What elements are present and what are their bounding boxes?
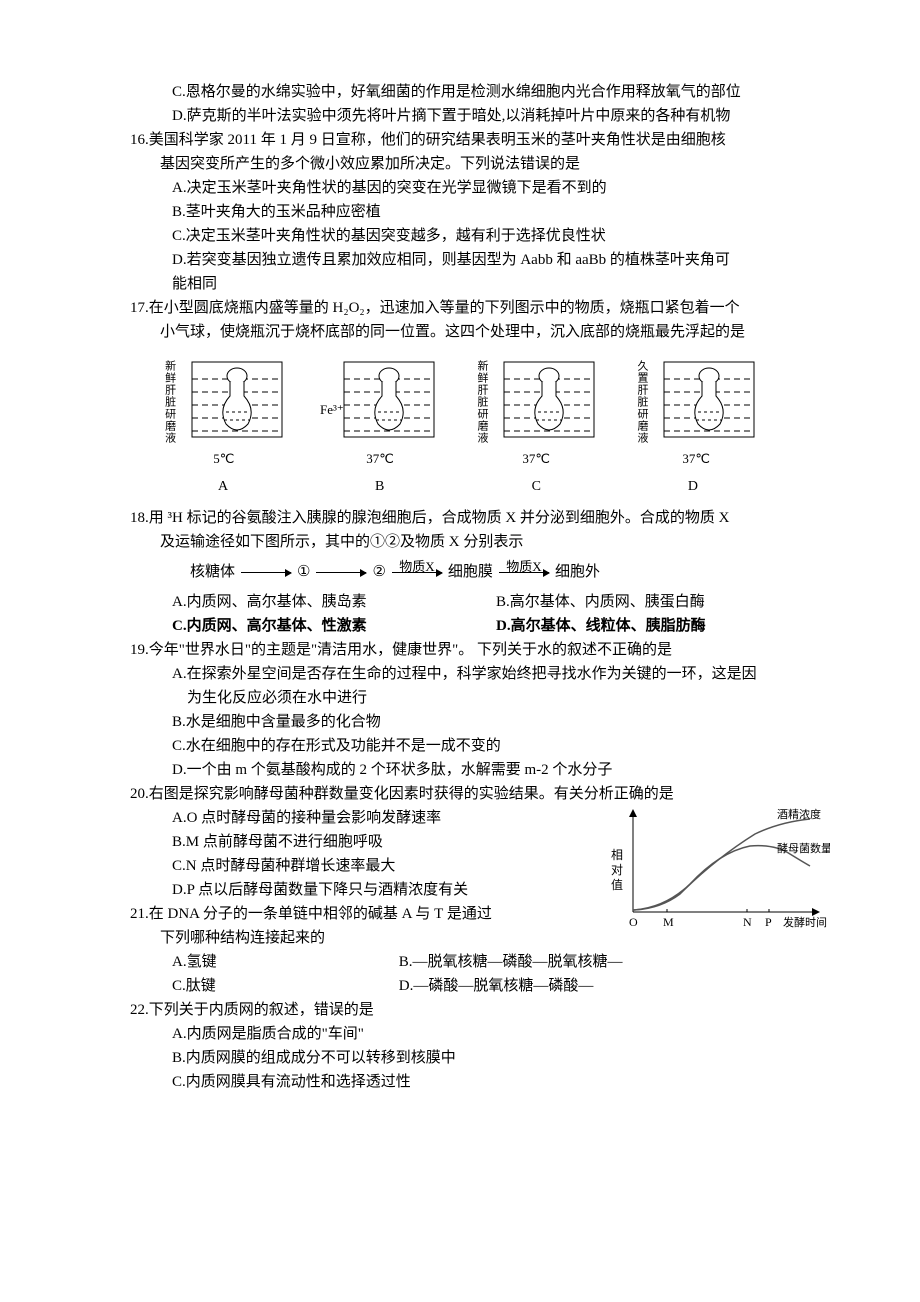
q17-d-side-label: 久置肝脏研磨液 [632, 360, 650, 444]
q21-opts-row2: C.肽键 D.—磷酸—脱氧核糖—磷酸— [130, 974, 820, 998]
q16-opt-d-line2: 能相同 [130, 272, 820, 296]
arrow-icon: 物质X [392, 572, 442, 573]
q15-opt-d: D.萨克斯的半叶法实验中须先将叶片摘下置于暗处,以消耗掉叶片中原来的各种有机物 [130, 104, 820, 128]
q17-letter-c: C [471, 476, 601, 498]
q20-curve2-label: 酵母菌数量 [777, 842, 830, 855]
q15-opt-c: C.恩格尔曼的水绵实验中，好氧细菌的作用是检测水绵细胞内光合作用释放氧气的部位 [130, 80, 820, 104]
q22-stem: 22.下列关于内质网的叙述，错误的是 [130, 998, 820, 1022]
q19-opt-d: D.一个由 m 个氨基酸构成的 2 个环状多肽，水解需要 m-2 个水分子 [130, 758, 820, 782]
q18-arrow-label2: 物质X [499, 557, 549, 578]
q21-opt-a: A.氢键 [172, 950, 399, 974]
q22-opt-b: B.内质网膜的组成成分不可以转移到核膜中 [130, 1046, 820, 1070]
flask-svg-c [490, 354, 600, 449]
q20-tick-n: N [743, 915, 752, 929]
q20-tick-o: O [629, 915, 638, 929]
q18-node1: 核糖体 [190, 560, 235, 584]
q17-letter-a: A [158, 476, 288, 498]
arrow-icon [316, 572, 366, 573]
q17-stem-line2: 小气球，使烧瓶沉于烧杯底部的同一位置。这四个处理中，沉入底部的烧瓶最先浮起的是 [130, 320, 820, 344]
q16-opt-a: A.决定玉米茎叶夹角性状的基因的突变在光学显微镜下是看不到的 [130, 176, 820, 200]
q20-graph: 酒精浓度 酵母菌数量 相 对 值 O M N P 发酵时间 [605, 804, 830, 934]
q22-opt-c: C.内质网膜具有流动性和选择透过性 [130, 1070, 820, 1094]
q18-node4: 细胞膜 [448, 560, 493, 584]
q17-d-temp: 37℃ [682, 449, 710, 470]
q18-arrow-diagram: 核糖体 ① ② 物质X 细胞膜 物质X 细胞外 [130, 560, 820, 584]
q18-opts-row2: C.内质网、高尔基体、性激素 D.高尔基体、线粒体、胰脂肪酶 [130, 614, 820, 638]
q20-curve1-label: 酒精浓度 [777, 807, 821, 821]
q20-ylabel-1: 相 [611, 848, 623, 862]
q20-tick-m: M [663, 915, 674, 929]
q20-ylabel-2: 对 [611, 863, 623, 877]
q17-b-temp: 37℃ [366, 449, 394, 470]
q17-diagram-row: 新鲜肝脏研磨液 5℃ [160, 354, 760, 470]
q17-c-temp: 37℃ [522, 449, 550, 470]
q20-xlabel: 发酵时间 [783, 915, 827, 929]
q21-opt-c: C.肽键 [172, 974, 399, 998]
flask-svg-d [650, 354, 760, 449]
q21-opt-b: B.—脱氧核糖—磷酸—脱氧核糖— [399, 950, 723, 974]
q20-ylabel-3: 值 [611, 877, 623, 892]
flask-svg-a [178, 354, 288, 449]
q18-opt-d: D.高尔基体、线粒体、胰脂肪酶 [496, 614, 820, 638]
q18-stem-line2: 及运输途径如下图所示，其中的①②及物质 X 分别表示 [130, 530, 820, 554]
flask-svg-b: Fe³⁺ [320, 354, 440, 449]
q18-opt-c: C.内质网、高尔基体、性激素 [172, 614, 496, 638]
q19-stem: 19.今年"世界水日"的主题是"清洁用水，健康世界"。 下列关于水的叙述不正确的… [130, 638, 820, 662]
q18-opt-b: B.高尔基体、内质网、胰蛋白酶 [496, 590, 820, 614]
q17-a-side-label: 新鲜肝脏研磨液 [160, 360, 178, 444]
arrow-icon [241, 572, 291, 573]
q16-stem-line2: 基因突变所产生的多个微小效应累加所决定。下列说法错误的是 [130, 152, 820, 176]
q21-opt-d: D.—磷酸—脱氧核糖—磷酸— [399, 974, 723, 998]
q17-diagram-c: 新鲜肝脏研磨液 37℃ [472, 354, 600, 470]
q16-opt-b: B.茎叶夹角大的玉米品种应密植 [130, 200, 820, 224]
q17-stem-line1: 17.在小型圆底烧瓶内盛等量的 H₂O₂，迅速加入等量的下列图示中的物质，烧瓶口… [130, 296, 820, 320]
arrow-icon: 物质X [499, 572, 549, 573]
q19-opt-c: C.水在细胞中的存在形式及功能并不是一成不变的 [130, 734, 820, 758]
q20-stem: 20.右图是探究影响酵母菌种群数量变化因素时获得的实验结果。有关分析正确的是 [130, 782, 820, 806]
q17-letter-d: D [628, 476, 758, 498]
q20-block: 20.右图是探究影响酵母菌种群数量变化因素时获得的实验结果。有关分析正确的是 A… [130, 782, 820, 902]
q17-diagram-a: 新鲜肝脏研磨液 5℃ [160, 354, 288, 470]
q20-tick-p: P [765, 915, 772, 929]
q18-node5: 细胞外 [555, 560, 600, 584]
q18-node3: ② [372, 560, 385, 584]
q17-letter-b: B [315, 476, 445, 498]
q22-opt-a: A.内质网是脂质合成的"车间" [130, 1022, 820, 1046]
q17-c-side-label: 新鲜肝脏研磨液 [472, 360, 490, 444]
q18-arrow-label1: 物质X [392, 557, 442, 578]
q18-opt-a: A.内质网、高尔基体、胰岛素 [172, 590, 496, 614]
q19-opt-a-line2: 为生化反应必须在水中进行 [130, 686, 820, 710]
q17-letter-row: A B C D [158, 476, 758, 498]
q18-opts-row1: A.内质网、高尔基体、胰岛素 B.高尔基体、内质网、胰蛋白酶 [130, 590, 820, 614]
q16-opt-d-line1: D.若突变基因独立遗传且累加效应相同，则基因型为 Aabb 和 aaBb 的植株… [130, 248, 820, 272]
q18-node2: ① [297, 560, 310, 584]
q21-opts-row1: A.氢键 B.—脱氧核糖—磷酸—脱氧核糖— [130, 950, 820, 974]
q17-diagram-b: Fe³⁺ 37℃ [320, 354, 440, 470]
q18-stem-line1: 18.用 ³H 标记的谷氨酸注入胰腺的腺泡细胞后，合成物质 X 并分泌到细胞外。… [130, 506, 820, 530]
q19-opt-b: B.水是细胞中含量最多的化合物 [130, 710, 820, 734]
q16-stem-line1: 16.美国科学家 2011 年 1 月 9 日宣称，他们的研究结果表明玉米的茎叶… [130, 128, 820, 152]
q17-a-temp: 5℃ [213, 449, 234, 470]
q17-b-inner: Fe³⁺ [320, 402, 344, 417]
q17-diagram-d: 久置肝脏研磨液 37℃ [632, 354, 760, 470]
q19-opt-a-line1: A.在探索外星空间是否存在生命的过程中，科学家始终把寻找水作为关键的一环，这是因 [130, 662, 820, 686]
q16-opt-c: C.决定玉米茎叶夹角性状的基因突变越多，越有利于选择优良性状 [130, 224, 820, 248]
